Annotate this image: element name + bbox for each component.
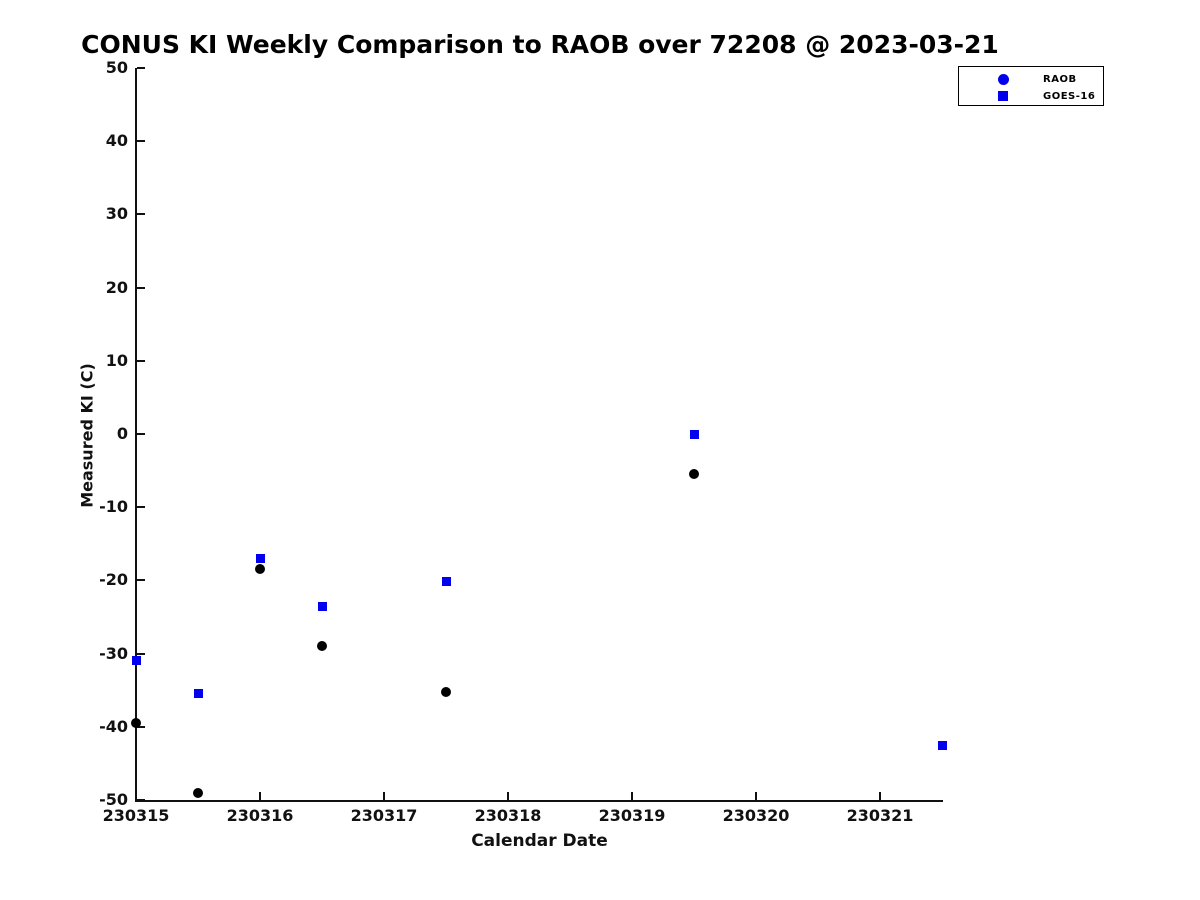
y-tick-label: -40 (99, 716, 128, 736)
x-tick-label: 230318 (474, 806, 542, 825)
y-tick-label: 30 (105, 204, 128, 224)
x-tick-mark (879, 792, 881, 800)
x-tick-mark (259, 792, 261, 800)
goes-16-data-point (131, 656, 141, 666)
x-tick-label: 230316 (226, 806, 294, 825)
x-tick-label: 230315 (102, 806, 170, 825)
y-tick-label: 20 (105, 277, 128, 297)
x-tick-mark (135, 792, 137, 800)
goes-16-data-point (937, 740, 947, 750)
y-tick-mark (137, 67, 145, 69)
raob-circle-marker-icon (998, 73, 1009, 85)
y-tick-label: -20 (99, 570, 128, 590)
y-tick-label: -30 (99, 643, 128, 663)
raob-data-point (131, 718, 141, 729)
y-tick-mark (137, 359, 145, 362)
x-tick-mark (507, 792, 509, 800)
y-tick-mark (137, 140, 145, 143)
goes16-square-marker-icon (998, 91, 1008, 101)
legend-entry-raob: RAOB (959, 70, 1103, 88)
y-tick-mark (137, 213, 145, 216)
y-tick-mark (137, 652, 145, 655)
legend-label-raob: RAOB (1043, 73, 1077, 85)
goes-16-data-point (441, 577, 451, 587)
y-tick-mark (137, 799, 145, 801)
goes-16-data-point (255, 553, 265, 563)
x-tick-mark (755, 792, 757, 800)
legend: RAOB GOES-16 (958, 66, 1104, 106)
y-tick-label: 0 (116, 424, 128, 443)
goes-16-data-point (689, 429, 699, 439)
chart-title: CONUS KI Weekly Comparison to RAOB over … (81, 30, 999, 59)
x-tick-label: 230319 (598, 806, 666, 825)
y-tick-label: 50 (105, 58, 128, 77)
x-axis-line (135, 800, 943, 802)
x-tick-mark (631, 792, 633, 800)
y-tick-label: 10 (105, 350, 128, 370)
x-axis-label: Calendar Date (471, 831, 608, 851)
goes-16-data-point (193, 689, 203, 699)
y-tick-mark (137, 506, 145, 509)
x-tick-mark (383, 792, 385, 800)
goes-16-data-point (317, 601, 327, 611)
raob-data-point (193, 787, 203, 798)
legend-entry-goes16: GOES-16 (959, 87, 1103, 105)
y-tick-mark (137, 725, 145, 728)
x-tick-label: 230320 (722, 806, 790, 825)
y-tick-mark (137, 579, 145, 582)
y-tick-label: -10 (99, 497, 128, 517)
raob-data-point (317, 641, 327, 652)
y-tick-mark (137, 286, 145, 289)
x-tick-label: 230321 (846, 806, 914, 825)
raob-data-point (689, 469, 699, 480)
y-tick-mark (137, 433, 145, 435)
y-tick-label: 40 (105, 131, 128, 151)
y-axis-line (135, 68, 137, 802)
x-tick-label: 230317 (350, 806, 418, 825)
raob-data-point (255, 564, 265, 575)
legend-label-goes16: GOES-16 (1043, 90, 1096, 102)
y-tick-label: -50 (99, 790, 128, 809)
raob-data-point (441, 686, 451, 697)
